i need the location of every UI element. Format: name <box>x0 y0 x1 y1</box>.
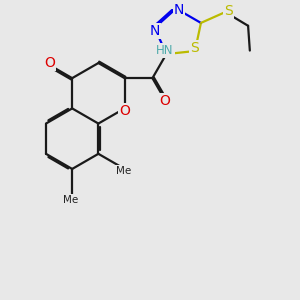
Text: O: O <box>44 56 55 70</box>
Text: N: N <box>174 3 184 17</box>
Text: S: S <box>190 41 199 55</box>
Text: O: O <box>159 94 170 108</box>
Text: S: S <box>224 4 233 18</box>
Text: O: O <box>119 104 130 118</box>
Text: N: N <box>149 24 160 38</box>
Text: Me: Me <box>63 195 78 205</box>
Text: HN: HN <box>156 44 174 57</box>
Text: Me: Me <box>116 166 131 176</box>
